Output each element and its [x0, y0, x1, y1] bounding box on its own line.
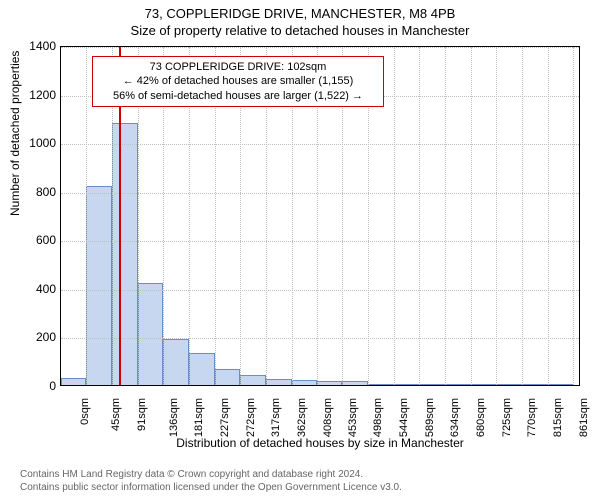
- x-tick-label: 181sqm: [193, 398, 205, 437]
- x-tick-label: 91sqm: [136, 398, 148, 431]
- histogram-bar: [138, 283, 163, 385]
- histogram-bar: [215, 369, 240, 385]
- grid-v: [445, 47, 446, 385]
- y-axis-label: Number of detached properties: [8, 51, 22, 216]
- x-tick-label: 815sqm: [552, 398, 564, 437]
- x-tick-label: 45sqm: [110, 398, 122, 431]
- histogram-bar: [86, 186, 112, 385]
- chart-subtitle: Size of property relative to detached ho…: [0, 21, 600, 38]
- x-tick-label: 725sqm: [501, 398, 513, 437]
- x-tick-label: 634sqm: [449, 398, 461, 437]
- histogram-bar: [496, 384, 521, 385]
- histogram-bar: [394, 384, 419, 385]
- y-tick-label: 400: [16, 282, 56, 296]
- grid-v: [573, 47, 574, 385]
- grid-v: [394, 47, 395, 385]
- histogram-bar: [189, 353, 214, 385]
- y-tick-label: 1200: [16, 88, 56, 102]
- histogram-bar: [240, 375, 265, 385]
- x-tick-label: 272sqm: [245, 398, 257, 437]
- grid-v: [496, 47, 497, 385]
- histogram-bar: [471, 384, 496, 385]
- histogram-bar: [419, 384, 445, 385]
- annotation-line2: ← 42% of detached houses are smaller (1,…: [99, 74, 377, 88]
- x-tick-label: 589sqm: [424, 398, 436, 437]
- x-tick-label: 453sqm: [347, 398, 359, 437]
- histogram-bar: [548, 384, 573, 385]
- chart-container: 73, COPPLERIDGE DRIVE, MANCHESTER, M8 4P…: [0, 0, 600, 500]
- grid-v: [548, 47, 549, 385]
- y-tick-label: 0: [16, 379, 56, 393]
- x-tick-label: 408sqm: [322, 398, 334, 437]
- grid-v: [471, 47, 472, 385]
- histogram-bar: [445, 384, 470, 385]
- x-tick-label: 861sqm: [578, 398, 590, 437]
- x-tick-label: 136sqm: [168, 398, 180, 437]
- y-tick-label: 600: [16, 233, 56, 247]
- x-tick-label: 227sqm: [219, 398, 231, 437]
- histogram-bar: [112, 123, 137, 385]
- grid-v: [522, 47, 523, 385]
- x-tick-label: 544sqm: [399, 398, 411, 437]
- histogram-bar: [61, 378, 86, 385]
- x-axis-label: Distribution of detached houses by size …: [60, 436, 580, 450]
- x-tick-label: 317sqm: [270, 398, 282, 437]
- x-tick-label: 0sqm: [79, 398, 91, 425]
- grid-v: [86, 47, 87, 385]
- histogram-bar: [342, 381, 368, 385]
- y-tick-label: 800: [16, 185, 56, 199]
- x-tick-label: 498sqm: [373, 398, 385, 437]
- histogram-bar: [266, 379, 292, 385]
- annotation-line1: 73 COPPLERIDGE DRIVE: 102sqm: [99, 60, 377, 74]
- x-tick-label: 680sqm: [475, 398, 487, 437]
- x-tick-label: 770sqm: [526, 398, 538, 437]
- y-tick-label: 200: [16, 330, 56, 344]
- annotation-box: 73 COPPLERIDGE DRIVE: 102sqm ← 42% of de…: [92, 56, 384, 107]
- histogram-bar: [163, 339, 189, 385]
- attribution: Contains HM Land Registry data © Crown c…: [20, 469, 402, 494]
- grid-v: [419, 47, 420, 385]
- histogram-bar: [522, 384, 548, 385]
- attribution-line1: Contains HM Land Registry data © Crown c…: [20, 469, 402, 482]
- y-tick-label: 1000: [16, 136, 56, 150]
- histogram-bar: [368, 384, 393, 385]
- histogram-bar: [317, 381, 342, 385]
- x-tick-label: 362sqm: [296, 398, 308, 437]
- chart-title: 73, COPPLERIDGE DRIVE, MANCHESTER, M8 4P…: [0, 0, 600, 21]
- histogram-bar: [292, 380, 317, 385]
- y-tick-label: 1400: [16, 39, 56, 53]
- attribution-line2: Contains public sector information licen…: [20, 482, 402, 495]
- annotation-line3: 56% of semi-detached houses are larger (…: [99, 89, 377, 103]
